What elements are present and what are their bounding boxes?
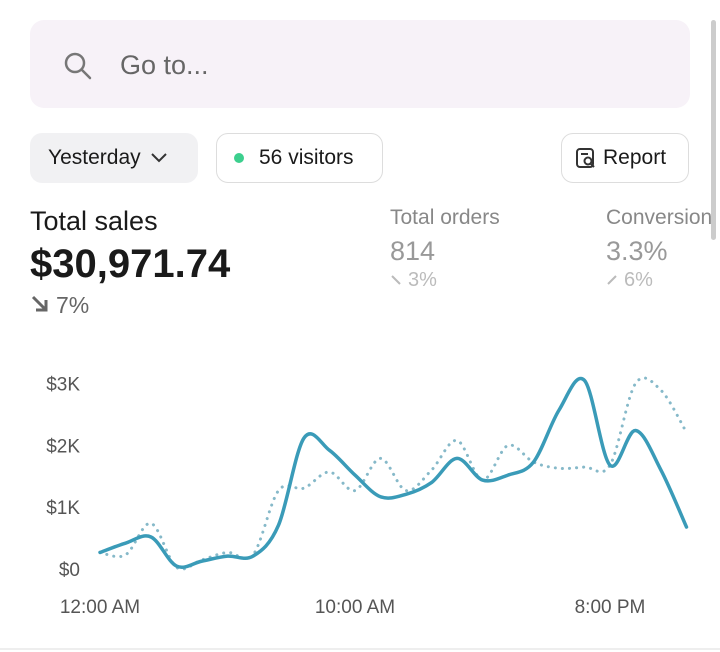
metric-value: 814 xyxy=(390,236,436,266)
divider xyxy=(0,648,720,650)
live-dot xyxy=(234,153,244,163)
metric-change: 3% xyxy=(408,269,437,291)
report-button[interactable]: Report xyxy=(561,133,689,183)
x-tick-label: 8:00 PM xyxy=(575,597,646,618)
metric-change: 6% xyxy=(624,269,653,291)
up-arrow xyxy=(607,275,617,285)
metric-change: 7% xyxy=(56,292,90,318)
series-line xyxy=(98,376,688,571)
metric-value: $30,971.74 xyxy=(30,242,231,286)
metric-value: 3.3% xyxy=(606,236,668,266)
search-icon xyxy=(64,52,92,80)
y-tick-label: $3K xyxy=(46,374,80,395)
down-arrow xyxy=(391,275,401,285)
search-placeholder: Go to... xyxy=(120,50,209,80)
scrollbar xyxy=(711,20,716,240)
visitors-label: 56 visitors xyxy=(259,146,354,169)
report-icon xyxy=(576,148,595,168)
metric-label: Total sales xyxy=(30,206,158,236)
down-arrow xyxy=(31,295,48,312)
metric-label: Conversion xyxy=(606,206,713,229)
x-tick-label: 12:00 AM xyxy=(60,597,140,618)
chart: $0 $1K $2K $3K 12:00 AM 10:00 AM 8:00 PM xyxy=(46,374,689,618)
x-tick-label: 10:00 AM xyxy=(315,597,395,618)
date-filter[interactable]: Yesterday xyxy=(30,133,198,183)
y-tick-label: $1K xyxy=(46,498,80,519)
report-label: Report xyxy=(603,146,667,169)
search-box[interactable]: Go to... xyxy=(30,20,690,108)
y-tick-label: $0 xyxy=(59,560,80,581)
metric-label: Total orders xyxy=(390,206,500,229)
chevron xyxy=(150,153,167,163)
y-tick-label: $2K xyxy=(46,436,80,457)
visitors-pill[interactable]: 56 visitors xyxy=(216,133,383,183)
series-line xyxy=(98,376,689,569)
date-label: Yesterday xyxy=(48,146,141,169)
